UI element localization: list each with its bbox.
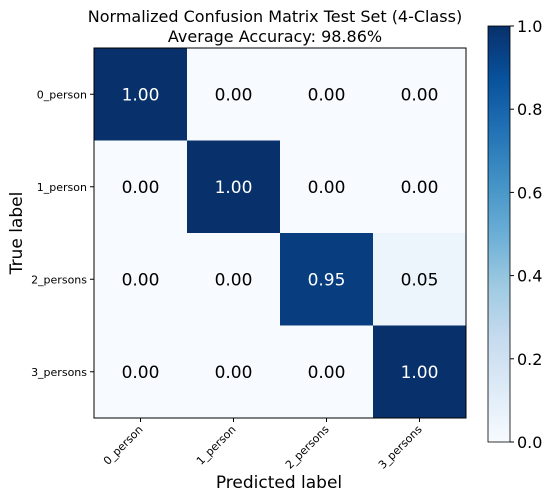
heatmap-cell [187,140,281,234]
cell-value-label: 0.00 [122,178,160,198]
colorbar [487,25,511,443]
heatmap-cell [373,140,467,234]
x-tick-label: 2_persons [283,423,332,472]
heatmap-cell [94,48,188,141]
cell-value-label: 0.00 [308,178,346,198]
cell-value-label: 0.00 [215,363,253,383]
cell-value-label: 1.00 [401,363,439,383]
heatmap-cell [187,233,281,326]
y-tick-label: 0_person [37,88,87,101]
heatmap-cell [373,325,467,419]
heatmap-cell [280,233,374,326]
plot-frame [93,47,467,419]
colorbar-tick-label: 0.4 [517,267,542,286]
y-tick-label: 2_persons [31,273,87,286]
heatmap-cell [373,233,467,326]
colorbar-tick-label: 0.2 [517,350,542,369]
heatmap-cell [94,325,188,419]
cell-value-label: 0.00 [215,270,253,290]
heatmap-cell [280,140,374,234]
colorbar-tick-label: 0.6 [517,183,542,202]
y-tick-label: 3_persons [31,366,87,379]
chart-title-line-2: Average Accuracy: 98.86% [168,27,382,46]
y-axis-label: True label [7,192,27,276]
x-axis-label: Predicted label [216,473,342,493]
cell-value-label: 0.00 [401,85,439,105]
heatmap-cell [187,325,281,419]
cell-value-label: 0.00 [122,270,160,290]
heatmap-cell [187,48,281,141]
heatmap-cell [373,48,467,141]
y-tick-label: 1_person [37,181,87,194]
x-tick-label: 3_persons [376,423,425,472]
colorbar-tick-label: 1.0 [517,17,542,36]
colorbar-tick-label: 0.0 [517,433,542,452]
heatmap-cells: 1.00 0.00 0.00 0.00 0.00 1.00 0.00 0.00 0.00 0.00… [94,48,467,419]
cell-value-label: 0.00 [308,85,346,105]
cell-value-label: 0.00 [401,178,439,198]
chart-title-line-1: Normalized Confusion Matrix Test Set (4-… [88,7,462,26]
cell-value-label: 0.00 [308,363,346,383]
heatmap-cell [280,325,374,419]
heatmap-cell [280,48,374,141]
cell-value-label: 1.00 [215,178,253,198]
heatmap-cell [94,233,188,326]
cell-value-label: 1.00 [122,85,160,105]
x-tick-labels: 0_person 1_person 2_persons 3_persons [101,418,425,472]
colorbar-ticks: 0.0 0.2 0.4 0.6 0.8 1.0 [510,17,542,452]
x-tick-label: 0_person [101,423,146,468]
y-tick-labels: 0_person 1_person 2_persons 3_persons [31,88,94,379]
heatmap-cell [94,140,188,234]
x-tick-label: 1_person [194,423,239,468]
colorbar-tick-label: 0.8 [517,100,542,119]
cell-value-label: 0.00 [122,363,160,383]
cell-value-label: 0.00 [215,85,253,105]
cell-value-label: 0.05 [401,270,439,290]
cell-value-label: 0.95 [308,270,346,290]
